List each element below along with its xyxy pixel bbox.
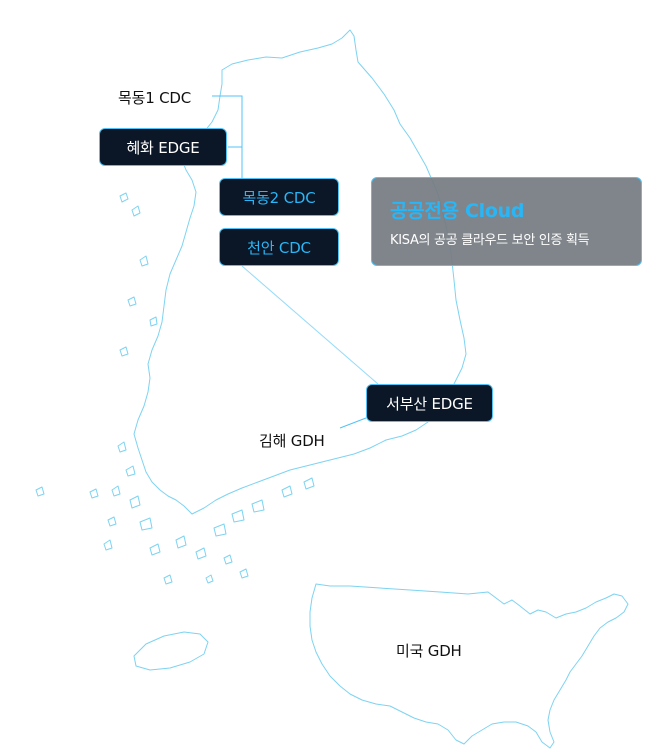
- public-cloud-title: 공공전용 Cloud: [390, 200, 525, 222]
- korea-outline: [133, 29, 467, 515]
- label-usa-gdh: 미국 GDH: [396, 642, 462, 660]
- connector-gimhae: [339, 417, 367, 429]
- node-mokdong2-cdc[interactable]: 목동2 CDC: [219, 178, 339, 216]
- node-seobusan-edge[interactable]: 서부산 EDGE: [366, 384, 493, 422]
- label-mokdong1-cdc: 목동1 CDC: [118, 89, 192, 107]
- label-gimhae-gdh: 김해 GDH: [259, 432, 325, 450]
- jeju-outline: [133, 631, 209, 671]
- node-hyehwa-edge[interactable]: 혜화 EDGE: [99, 128, 227, 166]
- usa-outline: [309, 583, 629, 749]
- connector-cheonan-seobusan: [241, 265, 379, 385]
- connector-mokdong1: [212, 95, 243, 180]
- public-cloud-description: KISA의 공공 클라우드 보안 인증 획득: [390, 233, 590, 248]
- public-cloud-card: 공공전용 Cloud KISA의 공공 클라우드 보안 인증 획득: [371, 177, 642, 266]
- node-cheonan-cdc[interactable]: 천안 CDC: [219, 228, 339, 266]
- node-seobusan-edge-label: 서부산 EDGE: [386, 394, 473, 413]
- node-mokdong2-cdc-label: 목동2 CDC: [242, 188, 316, 207]
- node-hyehwa-edge-label: 혜화 EDGE: [126, 138, 200, 157]
- node-cheonan-cdc-label: 천안 CDC: [247, 238, 311, 257]
